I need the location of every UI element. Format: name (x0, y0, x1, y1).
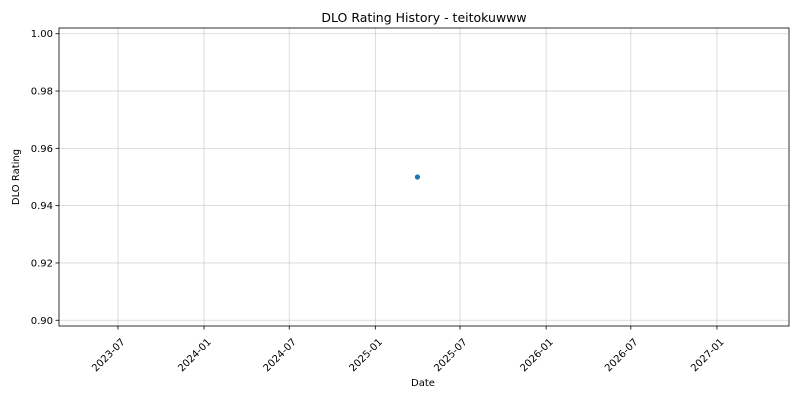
y-tick-label: 0.92 (31, 258, 53, 269)
y-tick-label: 0.98 (31, 87, 53, 98)
y-tick-label: 0.94 (31, 201, 53, 212)
y-tick-label: 0.96 (31, 144, 53, 155)
grid-lines (59, 28, 789, 326)
y-tick-label: 1.00 (31, 29, 53, 40)
y-tick-label: 0.90 (31, 316, 53, 327)
x-axis-label: Date (411, 378, 435, 389)
y-axis-label: DLO Rating (11, 149, 22, 205)
plot-frame (58, 27, 790, 327)
chart-title: DLO Rating History - teitokuwww (321, 10, 526, 25)
data-points (414, 174, 421, 180)
data-point (414, 174, 421, 180)
